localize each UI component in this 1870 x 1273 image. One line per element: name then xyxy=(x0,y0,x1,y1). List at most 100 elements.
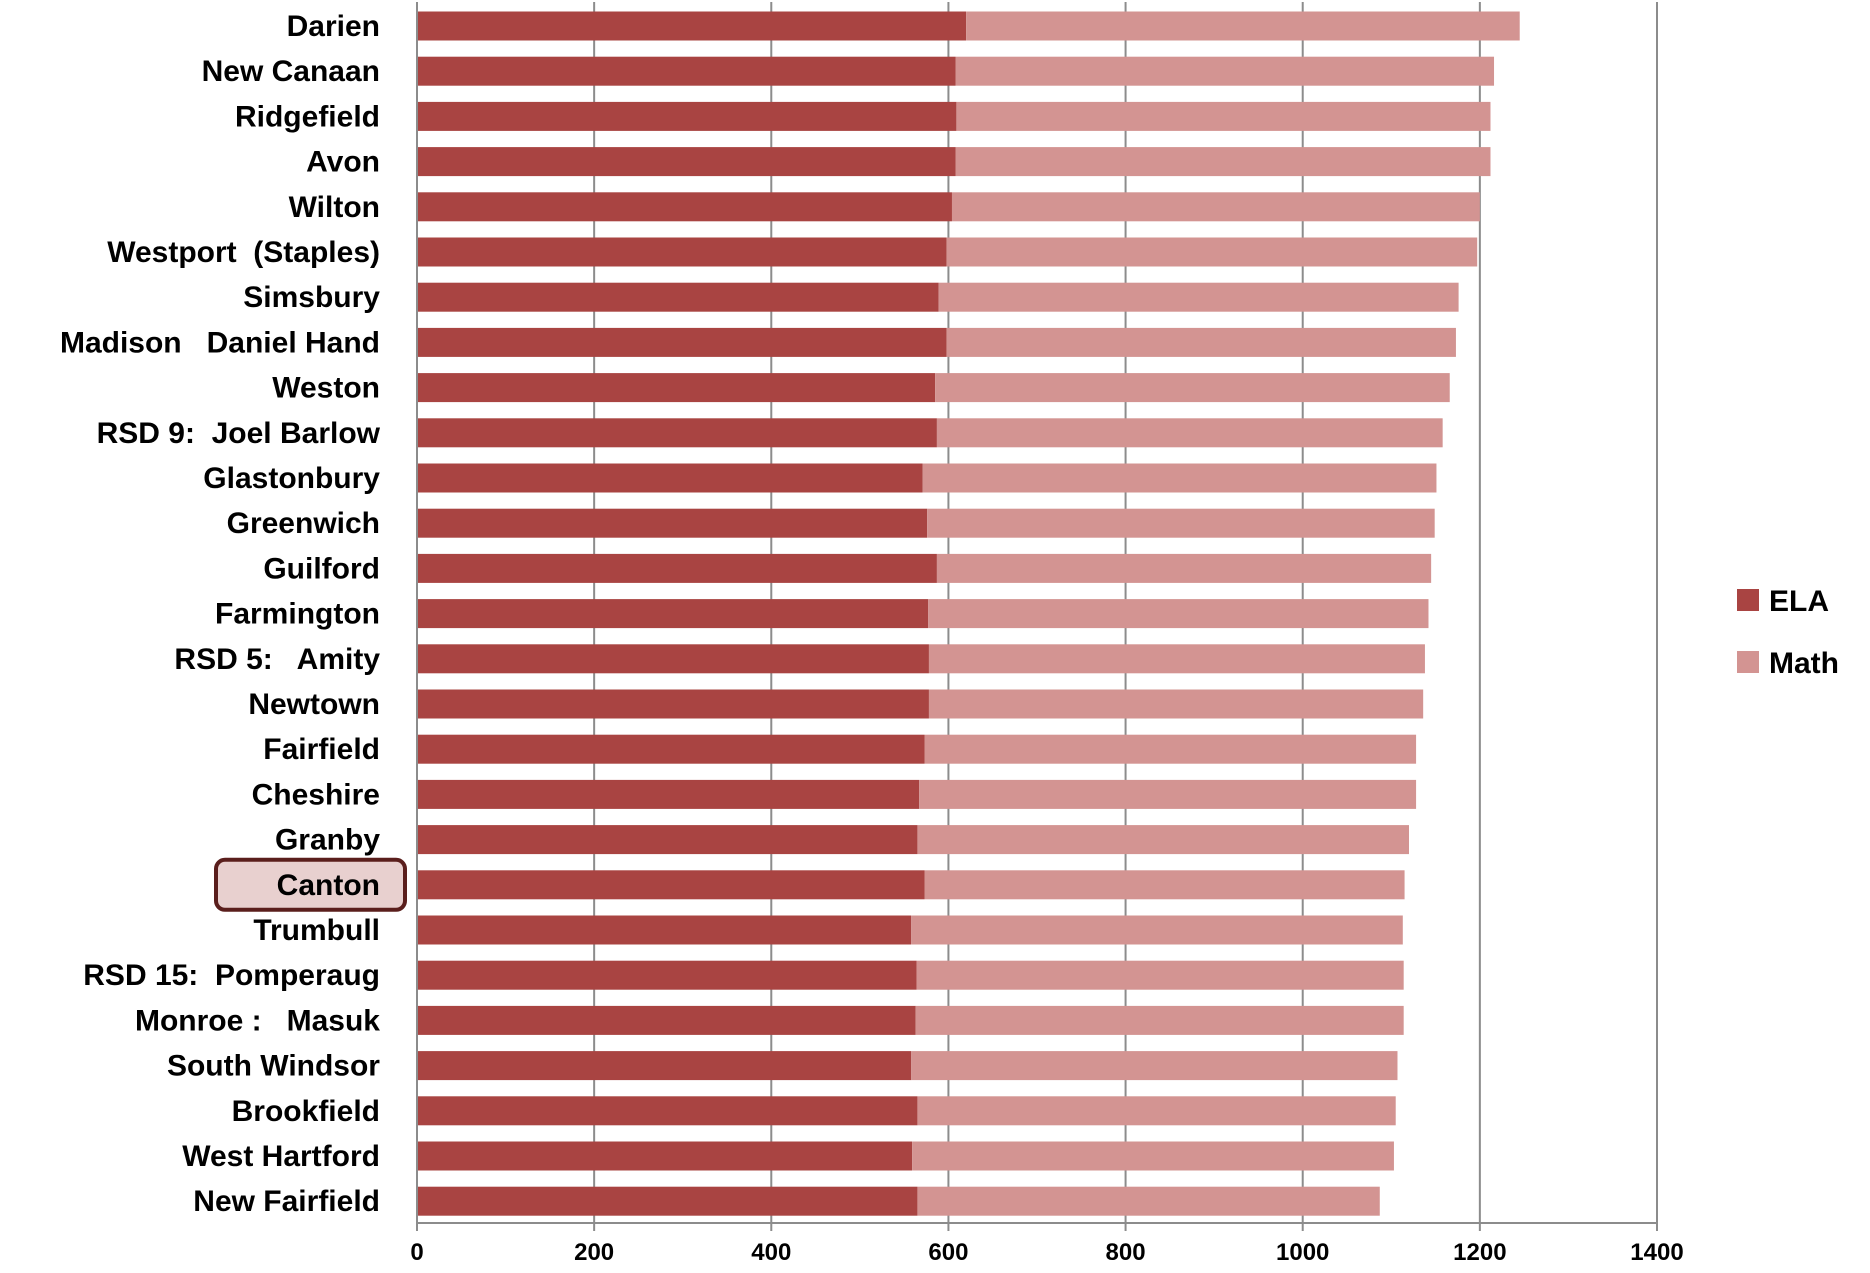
category-label: Newtown xyxy=(248,688,380,721)
category-label: RSD 9: Joel Barlow xyxy=(97,417,381,450)
bar-ela xyxy=(417,1186,918,1216)
bar-math xyxy=(966,11,1520,41)
bar-ela xyxy=(417,599,929,629)
bar-ela xyxy=(417,1051,912,1081)
category-label: Granby xyxy=(275,824,380,857)
x-tick-label: 1200 xyxy=(1453,1239,1506,1266)
bar-math xyxy=(955,147,1491,177)
category-label: RSD 5: Amity xyxy=(174,643,380,676)
category-label: Cheshire xyxy=(252,778,380,811)
bar-math xyxy=(956,101,1491,131)
category-label: West Hartford xyxy=(182,1140,380,1173)
bar-math xyxy=(946,327,1456,357)
bar-math xyxy=(917,825,1409,855)
bar-ela xyxy=(417,1096,918,1126)
bar-math xyxy=(916,960,1404,990)
bar-ela xyxy=(417,327,947,357)
x-tick-label: 200 xyxy=(574,1239,614,1266)
bar-math xyxy=(955,56,1495,86)
bar-ela xyxy=(417,282,939,312)
bar-ela xyxy=(417,1141,913,1171)
bar-ela xyxy=(417,960,917,990)
legend-label-ela: ELA xyxy=(1769,585,1829,618)
category-label: Monroe : Masuk xyxy=(135,1004,380,1037)
category-label: Madison Daniel Hand xyxy=(60,326,380,359)
category-label: Avon xyxy=(306,146,380,179)
category-labels: Darien New Canaan Ridgefield Avon Wilton West… xyxy=(60,10,407,1218)
bar-ela xyxy=(417,825,918,855)
x-tick-label: 400 xyxy=(751,1239,791,1266)
category-label: New Fairfield xyxy=(193,1185,380,1218)
bar-math xyxy=(919,779,1417,809)
bar-math xyxy=(936,553,1432,583)
bar-math xyxy=(924,870,1405,900)
bar-ela xyxy=(417,463,923,493)
bar-math xyxy=(938,282,1459,312)
bar-ela xyxy=(417,56,956,86)
legend: ELA Math xyxy=(1737,585,1839,680)
x-tick-label: 1000 xyxy=(1276,1239,1329,1266)
category-label: Simsbury xyxy=(243,281,380,314)
bar-ela xyxy=(417,689,929,719)
bar-math xyxy=(915,1005,1404,1035)
bars xyxy=(417,11,1520,1216)
bar-math xyxy=(927,508,1435,538)
bar-ela xyxy=(417,237,947,267)
category-label: Trumbull xyxy=(253,914,380,947)
legend-label-math: Math xyxy=(1769,647,1839,680)
category-label: Farmington xyxy=(215,598,380,631)
bar-math xyxy=(922,463,1437,493)
bar-ela xyxy=(417,1005,916,1035)
category-label: South Windsor xyxy=(167,1050,380,1083)
bar-ela xyxy=(417,644,929,674)
bar-ela xyxy=(417,101,957,131)
bar-math xyxy=(928,599,1429,629)
bar-ela xyxy=(417,11,967,41)
category-label: Fairfield xyxy=(263,733,380,766)
x-tick-label: 600 xyxy=(928,1239,968,1266)
legend-swatch-ela xyxy=(1737,589,1759,611)
bar-ela xyxy=(417,734,925,764)
category-label: Brookfield xyxy=(232,1095,380,1128)
bar-ela xyxy=(417,508,928,538)
category-label: Canton xyxy=(277,869,380,902)
bar-math xyxy=(924,734,1417,764)
category-label: Weston xyxy=(272,372,380,405)
bar-ela xyxy=(417,147,956,177)
x-tick-label: 0 xyxy=(410,1239,423,1266)
bar-ela xyxy=(417,418,937,448)
bar-math xyxy=(911,915,1403,945)
bar-ela xyxy=(417,915,912,945)
category-label: Wilton xyxy=(289,191,380,224)
bar-ela xyxy=(417,553,937,583)
bar-ela xyxy=(417,373,936,403)
category-label: Ridgefield xyxy=(235,100,380,133)
category-label: RSD 15: Pomperaug xyxy=(83,959,380,992)
category-label: Westport (Staples) xyxy=(107,236,380,269)
bar-ela xyxy=(417,192,952,222)
x-tick-label: 800 xyxy=(1106,1239,1146,1266)
bar-math xyxy=(912,1141,1394,1171)
bar-math xyxy=(911,1051,1398,1081)
category-label: Darien xyxy=(287,10,380,43)
bar-math xyxy=(928,644,1425,674)
category-label: New Canaan xyxy=(202,55,380,88)
bar-math xyxy=(946,237,1478,267)
axes: 0 200 400 600 800 1000 1200 1400 xyxy=(410,2,1684,1266)
bar-math xyxy=(928,689,1424,719)
bar-ela xyxy=(417,779,920,809)
x-tick-label: 1400 xyxy=(1630,1239,1683,1266)
category-label: Greenwich xyxy=(227,507,380,540)
category-label: Glastonbury xyxy=(203,462,380,495)
bar-math xyxy=(935,373,1450,403)
bar-math xyxy=(936,418,1443,448)
legend-swatch-math xyxy=(1737,651,1759,673)
category-label: Guilford xyxy=(263,552,380,585)
bar-ela xyxy=(417,870,925,900)
highlight-box xyxy=(214,857,407,912)
bar-math xyxy=(951,192,1480,222)
bar-math xyxy=(917,1186,1380,1216)
bar-math xyxy=(917,1096,1396,1126)
